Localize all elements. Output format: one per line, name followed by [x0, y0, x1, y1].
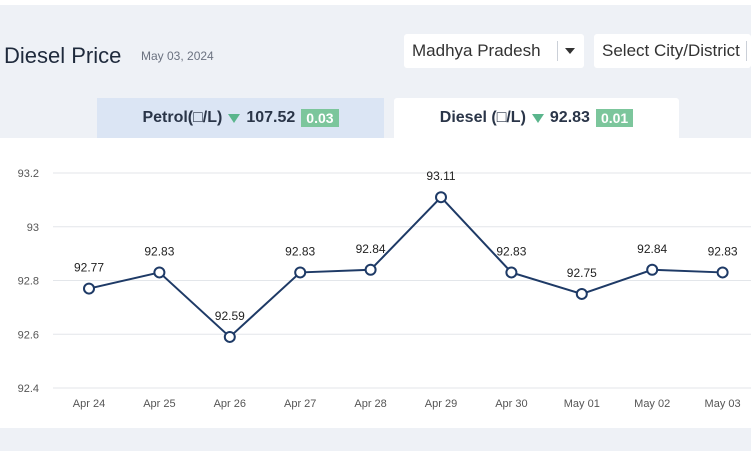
data-point — [435, 191, 447, 204]
header: Diesel Price May 03, 2024 Madhya Pradesh… — [0, 18, 751, 96]
x-tick-label: Apr 29 — [425, 398, 457, 410]
data-point — [364, 263, 377, 276]
data-point — [575, 287, 588, 300]
y-tick-label: 92.4 — [18, 383, 39, 395]
data-point — [294, 266, 307, 279]
y-tick-label: 93.2 — [18, 168, 39, 180]
chevron-down-icon[interactable] — [565, 48, 575, 54]
data-point — [153, 266, 166, 279]
page-title: Diesel Price — [4, 43, 122, 68]
data-point — [505, 266, 518, 279]
data-label: 93.11 — [426, 169, 455, 183]
data-point — [646, 263, 659, 276]
x-tick-label: Apr 30 — [495, 398, 527, 410]
x-tick-label: Apr 27 — [284, 398, 316, 410]
x-tick-label: Apr 24 — [73, 398, 105, 410]
series-line — [88, 195, 723, 339]
x-tick-label: May 01 — [564, 398, 600, 410]
trend-down-icon — [228, 113, 241, 123]
data-label: 92.84 — [356, 242, 386, 256]
data-label: 92.83 — [708, 244, 738, 258]
data-label: 92.83 — [285, 244, 315, 258]
city-dropdown-value: Select City/District — [602, 41, 740, 60]
trend-down-icon — [531, 113, 544, 123]
y-tick-label: 93 — [27, 222, 39, 234]
data-label: 92.83 — [144, 244, 174, 258]
city-dropdown[interactable]: Select City/District — [594, 34, 751, 68]
x-tick-label: May 02 — [634, 398, 670, 410]
data-label: 92.59 — [215, 309, 245, 323]
x-tick-label: Apr 26 — [214, 398, 246, 410]
data-point — [83, 282, 95, 295]
y-tick-label: 92.8 — [18, 276, 39, 288]
tab-diesel-label: Diesel (□/L) — [439, 109, 526, 126]
tab-diesel-change-badge: 0.01 — [595, 109, 634, 127]
x-tick-label: Apr 28 — [354, 398, 386, 410]
data-point — [716, 266, 729, 279]
data-label: 92.77 — [74, 261, 104, 275]
tab-diesel[interactable]: Diesel (□/L) 92.83 0.01 — [394, 98, 679, 138]
top-strip — [0, 0, 751, 5]
price-date: May 03, 2024 — [141, 49, 214, 63]
tab-petrol[interactable]: Petrol(□/L) 107.52 0.03 — [97, 98, 384, 138]
tab-petrol-change-badge: 0.03 — [301, 109, 339, 127]
data-label: 92.83 — [496, 244, 526, 258]
x-tick-label: May 03 — [705, 398, 741, 410]
data-point — [223, 330, 236, 343]
tab-diesel-price: 92.83 — [549, 109, 590, 126]
dropdown-separator — [746, 41, 747, 61]
dropdown-separator — [557, 41, 558, 61]
price-chart-card: 92.4 92.6 92.8 93 93.2 Apr 24 Apr 25 Apr 26 Apr… — [0, 138, 751, 428]
y-tick-label: 92.6 — [18, 329, 39, 341]
data-label: 92.84 — [637, 242, 667, 256]
state-dropdown[interactable]: Madhya Pradesh — [404, 34, 584, 68]
tab-petrol-price: 107.52 — [246, 109, 296, 126]
data-label: 92.75 — [567, 266, 597, 280]
state-dropdown-value: Madhya Pradesh — [412, 41, 541, 60]
x-tick-label: Apr 25 — [143, 398, 175, 410]
tab-petrol-label: Petrol(□/L) — [142, 109, 223, 126]
price-line-chart: 92.4 92.6 92.8 93 93.2 Apr 24 Apr 25 Apr 26 Apr… — [18, 168, 751, 410]
